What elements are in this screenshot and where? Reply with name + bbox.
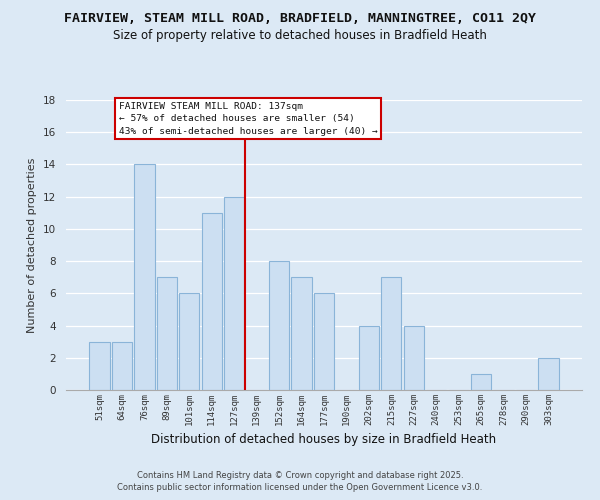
Bar xyxy=(202,213,222,390)
Text: Size of property relative to detached houses in Bradfield Heath: Size of property relative to detached ho… xyxy=(113,29,487,42)
Bar xyxy=(112,342,132,390)
Bar xyxy=(404,326,424,390)
Bar xyxy=(134,164,155,390)
Bar xyxy=(179,294,199,390)
Bar xyxy=(157,277,177,390)
Bar xyxy=(471,374,491,390)
Bar xyxy=(224,196,244,390)
Bar xyxy=(359,326,379,390)
Bar xyxy=(314,294,334,390)
Bar xyxy=(538,358,559,390)
Bar xyxy=(292,277,311,390)
Bar xyxy=(381,277,401,390)
Bar xyxy=(269,261,289,390)
Bar xyxy=(89,342,110,390)
Text: FAIRVIEW STEAM MILL ROAD: 137sqm
← 57% of detached houses are smaller (54)
43% o: FAIRVIEW STEAM MILL ROAD: 137sqm ← 57% o… xyxy=(119,102,377,136)
Text: Contains HM Land Registry data © Crown copyright and database right 2025.: Contains HM Land Registry data © Crown c… xyxy=(137,471,463,480)
Y-axis label: Number of detached properties: Number of detached properties xyxy=(28,158,37,332)
Text: FAIRVIEW, STEAM MILL ROAD, BRADFIELD, MANNINGTREE, CO11 2QY: FAIRVIEW, STEAM MILL ROAD, BRADFIELD, MA… xyxy=(64,12,536,26)
X-axis label: Distribution of detached houses by size in Bradfield Heath: Distribution of detached houses by size … xyxy=(151,434,497,446)
Text: Contains public sector information licensed under the Open Government Licence v3: Contains public sector information licen… xyxy=(118,484,482,492)
